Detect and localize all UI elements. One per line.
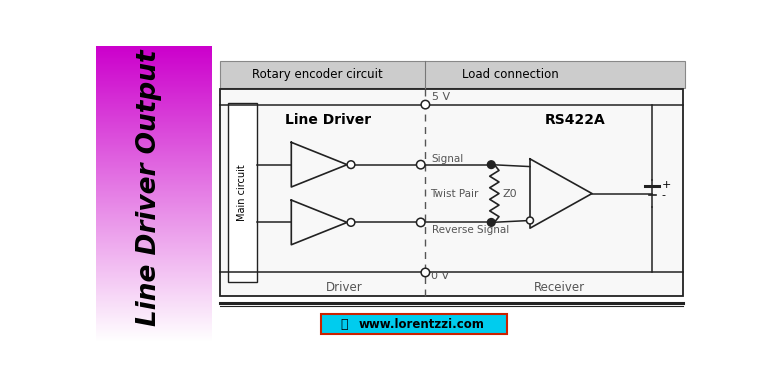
Text: 5 V: 5 V	[432, 92, 451, 102]
Circle shape	[416, 218, 425, 227]
Circle shape	[421, 100, 429, 109]
Text: Reverse Signal: Reverse Signal	[432, 225, 509, 235]
Text: Main circuit: Main circuit	[237, 164, 247, 221]
Text: 🔍: 🔍	[340, 318, 348, 331]
Text: RS422A: RS422A	[545, 113, 605, 127]
Circle shape	[347, 161, 355, 169]
Text: Z0: Z0	[502, 189, 517, 199]
Circle shape	[488, 218, 495, 226]
Text: Line Driver: Line Driver	[286, 113, 372, 127]
Circle shape	[416, 161, 425, 169]
Text: www.lorentzzi.com: www.lorentzzi.com	[359, 318, 485, 331]
Text: Receiver: Receiver	[534, 281, 585, 295]
Circle shape	[527, 217, 534, 224]
Circle shape	[488, 161, 495, 169]
Text: Load connection: Load connection	[462, 68, 559, 81]
Bar	[220, 89, 684, 296]
Circle shape	[347, 218, 355, 226]
Bar	[220, 61, 685, 88]
Text: +: +	[662, 180, 671, 190]
Text: Driver: Driver	[326, 281, 362, 295]
Bar	[228, 103, 257, 282]
Text: -: -	[662, 190, 666, 200]
Text: 0 V: 0 V	[431, 271, 449, 281]
Text: Twist Pair: Twist Pair	[430, 189, 478, 199]
Text: Rotary encoder circuit: Rotary encoder circuit	[251, 68, 382, 81]
Text: Signal: Signal	[432, 154, 464, 164]
Text: Line Driver Output: Line Driver Output	[136, 50, 162, 326]
Bar	[321, 314, 507, 334]
Bar	[212, 46, 691, 342]
Circle shape	[421, 268, 429, 277]
